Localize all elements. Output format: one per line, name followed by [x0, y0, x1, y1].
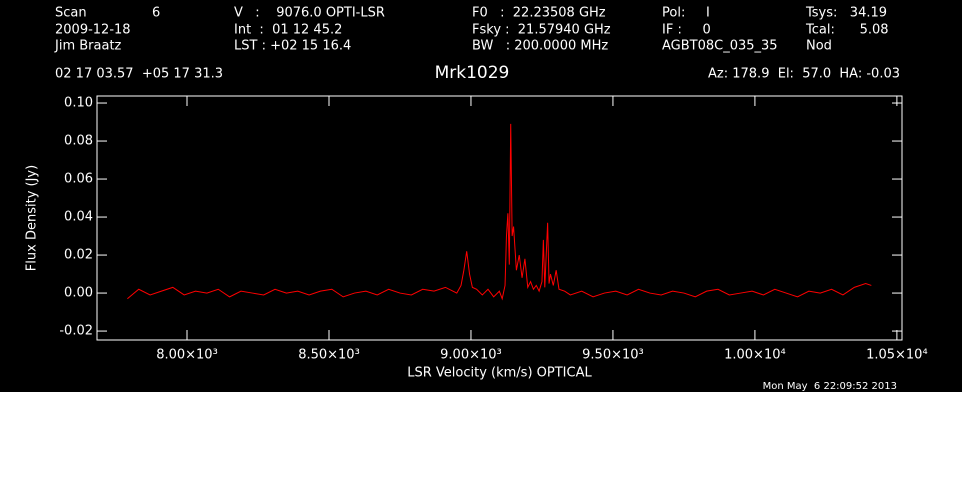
- header-field: LST : +02 15 16.4: [234, 39, 351, 54]
- y-tick-label: -0.02: [59, 324, 93, 339]
- chart-title: Mrk1029: [435, 63, 510, 83]
- y-tick-label: 0.10: [64, 96, 93, 111]
- x-tick-label: 1.00×10⁴: [724, 348, 786, 363]
- x-tick-label: 1.05×10⁴: [866, 348, 928, 363]
- x-tick-label: 8.00×10³: [156, 348, 218, 363]
- timestamp: Mon May 6 22:09:52 2013: [763, 381, 897, 392]
- header-field: AGBT08C_035_35: [662, 39, 778, 54]
- header-field: BW : 200.0000 MHz: [472, 39, 608, 54]
- coordinates: 02 17 03.57 +05 17 31.3: [55, 67, 223, 82]
- header-field: Int : 01 12 45.2: [234, 23, 342, 38]
- pointing: Az: 178.9 El: 57.0 HA: -0.03: [708, 67, 900, 82]
- header-field: Nod: [806, 39, 832, 54]
- header-field: 2009-12-18: [55, 23, 131, 38]
- x-tick-label: 9.50×10³: [582, 348, 644, 363]
- y-tick-label: 0.02: [64, 248, 93, 263]
- plot-frame: [96, 95, 903, 341]
- header-field: F0 : 22.23508 GHz: [472, 6, 606, 21]
- y-tick-label: 0.08: [64, 134, 93, 149]
- header-field: Pol: I: [662, 6, 710, 21]
- x-tick-label: 8.50×10³: [298, 348, 360, 363]
- y-tick-label: 0.06: [64, 172, 93, 187]
- y-axis-label: Flux Density (Jy): [25, 165, 40, 271]
- y-tick-label: 0.04: [64, 210, 93, 225]
- y-tick-label: 0.00: [64, 286, 93, 301]
- header-field: Tcal: 5.08: [805, 23, 889, 38]
- header-field: Jim Braatz: [54, 39, 122, 54]
- x-tick-label: 9.00×10³: [440, 348, 502, 363]
- header-field: Scan: [55, 6, 87, 21]
- header-field: 6: [152, 6, 160, 21]
- header-field: Fsky : 21.57940 GHz: [472, 23, 611, 38]
- x-axis-label: LSR Velocity (km/s) OPTICAL: [407, 366, 592, 381]
- plot-background: [0, 0, 962, 392]
- spectrum-line: [127, 123, 872, 301]
- header-field: V : 9076.0 OPTI-LSR: [234, 6, 385, 21]
- header-field: Tsys: 34.19: [805, 6, 887, 21]
- header-field: IF : 0: [662, 23, 711, 38]
